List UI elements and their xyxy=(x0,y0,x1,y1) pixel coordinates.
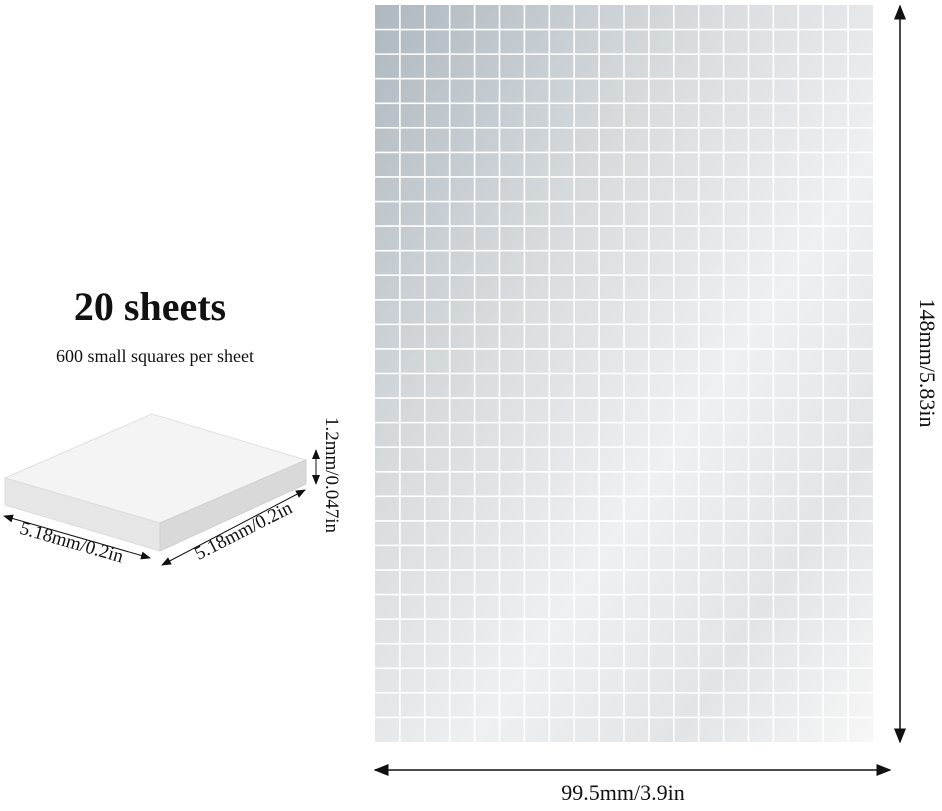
width-arrow xyxy=(161,489,306,566)
sheet-width-label: 99.5mm/3.9in xyxy=(561,780,684,805)
sheet-height-label: 148mm/5.83in xyxy=(915,299,940,428)
thickness-label: 1.2mm/0.047in xyxy=(321,417,342,534)
sheet-grid xyxy=(375,5,873,742)
title: 20 sheets xyxy=(74,284,226,329)
length-arrow xyxy=(3,514,151,560)
subtitle: 600 small squares per sheet xyxy=(56,346,254,366)
